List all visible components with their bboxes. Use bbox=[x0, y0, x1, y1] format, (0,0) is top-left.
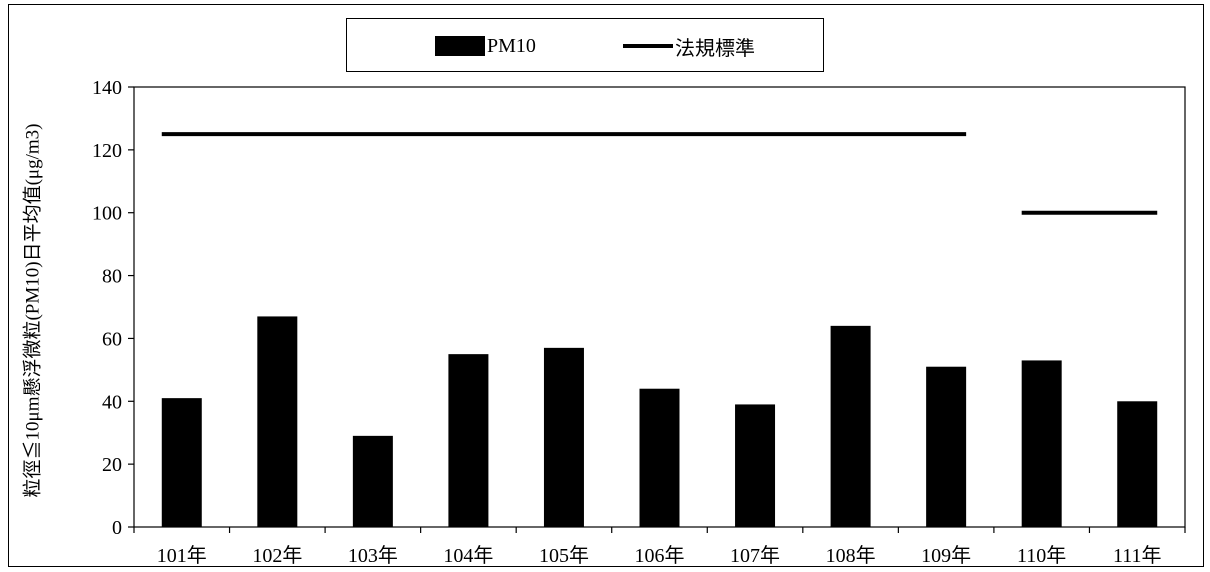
bar bbox=[448, 354, 489, 527]
x-tick-label: 107年 bbox=[730, 544, 780, 567]
y-tick-label: 140 bbox=[92, 77, 122, 99]
legend-item-standard: 法規標準 bbox=[623, 19, 755, 73]
bar bbox=[1117, 401, 1158, 527]
bar bbox=[352, 435, 393, 527]
x-tick-label: 106年 bbox=[635, 544, 685, 567]
legend-swatch-line bbox=[623, 44, 673, 48]
x-tick-label: 110年 bbox=[1017, 544, 1066, 567]
chart-frame bbox=[8, 4, 1204, 567]
bar bbox=[735, 404, 776, 527]
y-tick-label: 80 bbox=[102, 266, 122, 288]
legend: PM10 法規標準 bbox=[346, 18, 824, 72]
x-tick-label: 105年 bbox=[539, 544, 589, 567]
legend-label-standard: 法規標準 bbox=[675, 37, 755, 60]
y-tick-label: 100 bbox=[92, 203, 122, 225]
legend-swatch-bar bbox=[435, 36, 485, 56]
bar bbox=[830, 325, 871, 527]
x-tick-label: 101年 bbox=[157, 544, 207, 567]
legend-label-pm10: PM10 bbox=[487, 34, 536, 57]
y-tick-label: 120 bbox=[92, 140, 122, 162]
x-tick-label: 104年 bbox=[443, 544, 493, 567]
x-tick-label: 102年 bbox=[252, 544, 302, 567]
bar bbox=[543, 347, 584, 527]
x-tick-label: 111年 bbox=[1113, 544, 1162, 567]
x-tick-label: 108年 bbox=[826, 544, 876, 567]
x-tick-label: 109年 bbox=[921, 544, 971, 567]
bar bbox=[926, 366, 967, 527]
bar bbox=[161, 398, 202, 527]
y-tick-label: 40 bbox=[102, 391, 122, 413]
x-tick-label: 103年 bbox=[348, 544, 398, 567]
legend-item-pm10: PM10 bbox=[435, 19, 536, 73]
y-tick-label: 0 bbox=[112, 517, 122, 539]
bar bbox=[639, 388, 680, 527]
bar bbox=[257, 316, 298, 527]
y-tick-label: 60 bbox=[102, 328, 122, 350]
bar bbox=[1021, 360, 1062, 527]
y-tick-label: 20 bbox=[102, 454, 122, 476]
